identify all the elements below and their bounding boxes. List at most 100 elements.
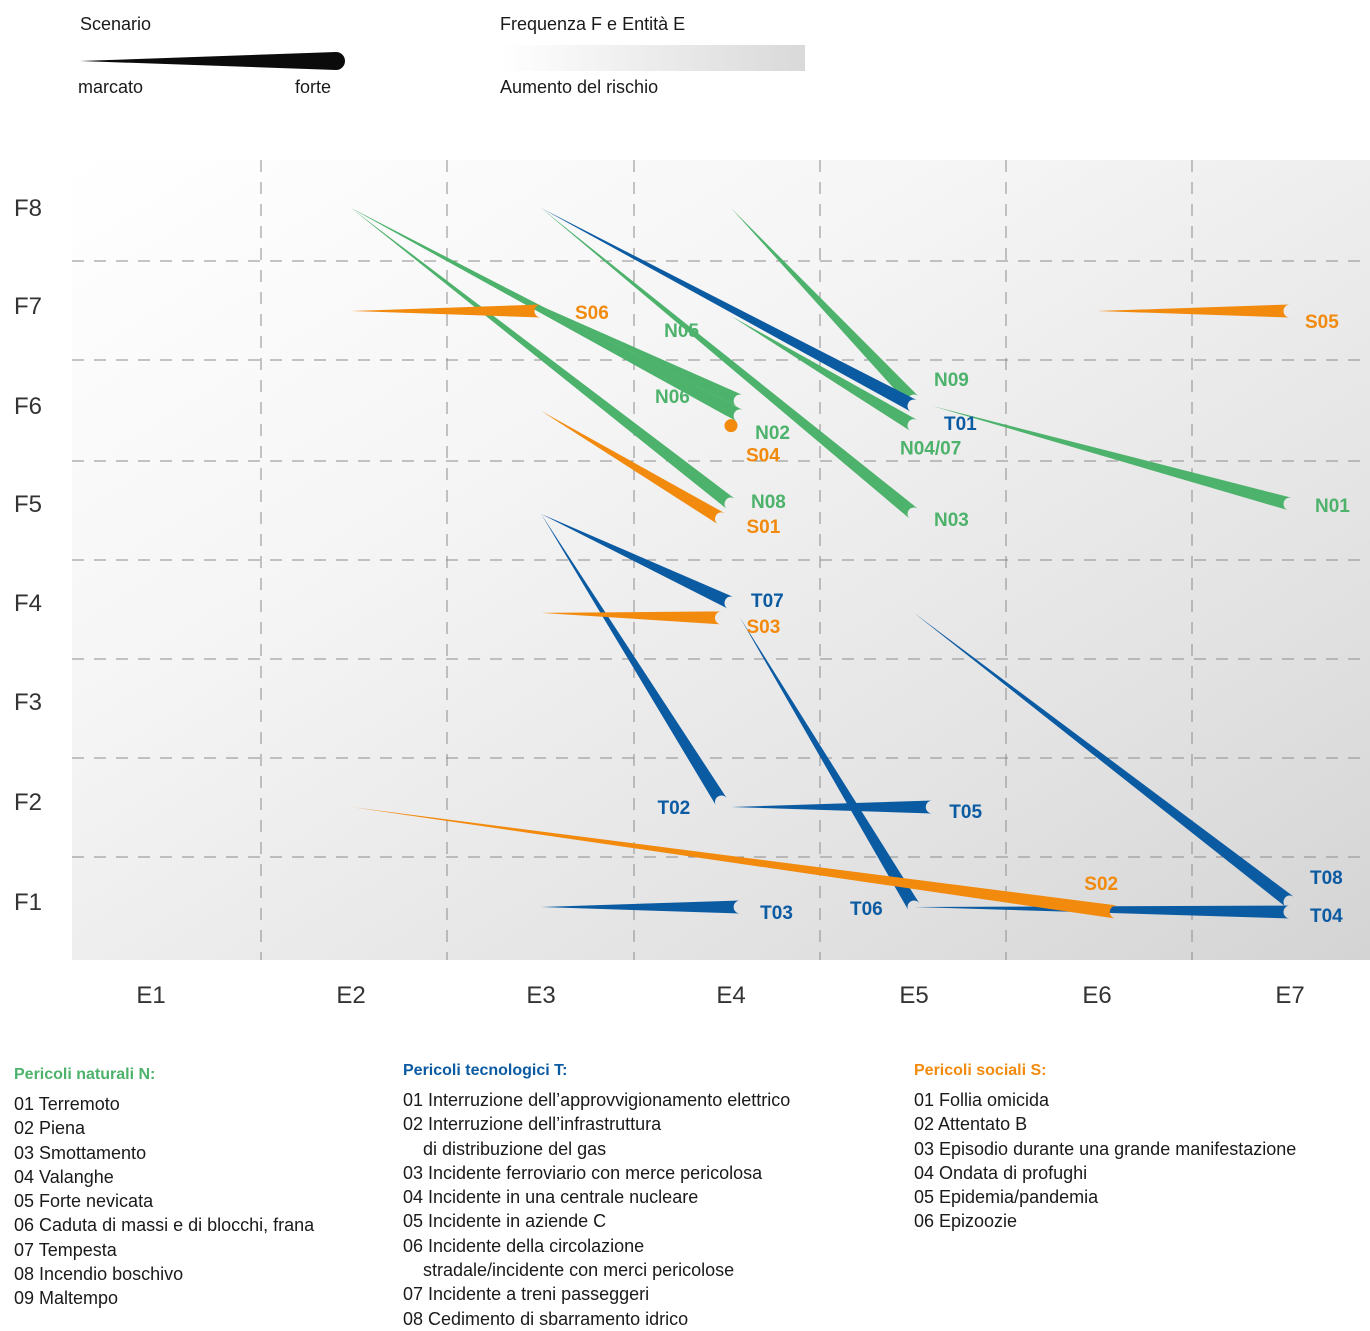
category-natural-list: 01 Terremoto 02 Piena 03 Smottamento 04 Val… bbox=[14, 1092, 394, 1311]
y-axis-labels: F1 F2 F3 F4 F5 F6 F7 F8 bbox=[14, 195, 42, 916]
category-social-item: 02 Attentato B bbox=[914, 1114, 1028, 1135]
series-t07 bbox=[541, 513, 734, 609]
series-label-n08: N08 bbox=[751, 492, 786, 513]
category-technological-item: 01 Interruzione dell’approvvigionamento … bbox=[403, 1090, 791, 1110]
y-tick-label: F4 bbox=[14, 590, 42, 617]
category-social-title: Pericoli sociali S: bbox=[914, 1062, 1047, 1079]
series-t03 bbox=[541, 900, 741, 914]
series-label-t03: T03 bbox=[760, 903, 793, 924]
series-n08 bbox=[351, 208, 735, 510]
series-t05 bbox=[731, 800, 933, 814]
category-technological-item: 05 Incidente in aziende C bbox=[403, 1211, 607, 1232]
series-label-s01: S01 bbox=[747, 517, 781, 538]
x-tick-label: E1 bbox=[136, 982, 165, 1009]
series-group bbox=[351, 208, 1294, 919]
series-label-n03: N03 bbox=[934, 510, 969, 531]
series-n04-07 bbox=[731, 316, 918, 432]
series-labels: N01 N02 N03 N04/07 N05 N06 N08 N09 T01 T02 T03 T04 T… bbox=[575, 303, 1350, 927]
x-tick-label: E5 bbox=[899, 982, 928, 1009]
y-tick-label: F5 bbox=[14, 491, 42, 518]
y-tick-label: F3 bbox=[14, 689, 42, 716]
x-axis-labels: E1 E2 E3 E4 E5 E6 E7 bbox=[136, 982, 1304, 1009]
legend-wedge-shape bbox=[80, 52, 345, 70]
category-natural-item: 03 Smottamento bbox=[14, 1142, 147, 1163]
x-tick-label: E2 bbox=[336, 982, 365, 1009]
series-label-t08: T08 bbox=[1310, 868, 1343, 889]
category-natural-item: 09 Maltempo bbox=[14, 1288, 119, 1309]
category-technological: Pericoli tecnologici T: 01 Interruzione … bbox=[403, 1062, 873, 1331]
series-label-t07: T07 bbox=[751, 591, 784, 612]
grid bbox=[72, 160, 1370, 960]
series-t06 bbox=[740, 617, 920, 911]
category-social: Pericoli sociali S: 01 Follia omicida 02 … bbox=[914, 1062, 1364, 1234]
series-t08 bbox=[914, 612, 1294, 908]
y-tick-label: F6 bbox=[14, 393, 42, 420]
series-label-s04: S04 bbox=[746, 446, 780, 467]
series-t01 bbox=[541, 208, 918, 412]
category-natural-item: 05 Forte nevicata bbox=[14, 1191, 154, 1212]
legend-scenario-wedge bbox=[80, 52, 345, 70]
category-natural-item: 04 Valanghe bbox=[14, 1166, 114, 1187]
category-social-item: 01 Follia omicida bbox=[914, 1090, 1050, 1110]
x-tick-label: E7 bbox=[1275, 982, 1304, 1009]
series-label-s03: S03 bbox=[747, 617, 781, 638]
legend-scenario-title: Scenario bbox=[80, 14, 152, 34]
series-label-s06: S06 bbox=[575, 303, 609, 324]
series-s01 bbox=[541, 410, 725, 525]
series-label-n04-07: N04/07 bbox=[900, 439, 961, 460]
category-social-list: 01 Follia omicida 02 Attentato B 03 Episod… bbox=[914, 1088, 1364, 1234]
legend-risk-title: Frequenza F e Entità E bbox=[500, 14, 686, 34]
series-label-t01: T01 bbox=[944, 414, 977, 435]
series-n09 bbox=[731, 208, 919, 406]
category-technological-title: Pericoli tecnologici T: bbox=[403, 1062, 568, 1079]
legend-scenario-low: marcato bbox=[78, 77, 144, 97]
risk-matrix-chart: F1 F2 F3 F4 F5 F6 F7 F8 E1 E2 E3 E4 E5 E6 E7 N01 N02 N0… bbox=[14, 160, 1370, 1009]
series-label-n05: N05 bbox=[664, 321, 699, 342]
category-technological-item: di distribuzione del gas bbox=[423, 1138, 607, 1159]
category-social-item: 05 Epidemia/pandemia bbox=[914, 1187, 1099, 1208]
category-social-item: 06 Epizoozie bbox=[914, 1211, 1018, 1232]
series-s05 bbox=[1097, 304, 1290, 318]
x-tick-label: E4 bbox=[716, 982, 745, 1009]
series-label-t04: T04 bbox=[1310, 906, 1343, 927]
series-s03 bbox=[541, 611, 722, 625]
series-n05 bbox=[541, 306, 743, 407]
y-tick-label: F2 bbox=[14, 789, 42, 816]
category-technological-item: 06 Incidente della circolazione bbox=[403, 1235, 645, 1256]
y-tick-label: F7 bbox=[14, 293, 42, 320]
series-s02 bbox=[351, 807, 1118, 919]
series-s04 bbox=[724, 419, 738, 433]
category-natural-item: 06 Caduta di massi e di blocchi, frana bbox=[14, 1215, 315, 1236]
category-technological-item: 07 Incidente a treni passeggeri bbox=[403, 1284, 650, 1305]
category-natural-item: 08 Incendio boschivo bbox=[14, 1264, 184, 1285]
series-n03 bbox=[541, 208, 919, 519]
category-technological-item: 04 Incidente in una centrale nucleare bbox=[403, 1187, 699, 1208]
series-label-s05: S05 bbox=[1305, 312, 1339, 333]
legend-scenario-high: forte bbox=[295, 77, 332, 97]
category-technological-list: 01 Interruzione dell’approvvigionamento … bbox=[403, 1088, 873, 1331]
legend-risk-sub: Aumento del rischio bbox=[500, 77, 659, 97]
legend-risk-gradient bbox=[500, 45, 805, 71]
series-label-t05: T05 bbox=[949, 802, 982, 823]
category-social-item: 04 Ondata di profughi bbox=[914, 1162, 1088, 1183]
x-tick-label: E3 bbox=[526, 982, 555, 1009]
series-label-n09: N09 bbox=[934, 370, 969, 391]
category-technological-item: stradale/incidente con merci pericolose bbox=[423, 1260, 735, 1281]
series-label-n02: N02 bbox=[755, 423, 790, 444]
category-natural: Pericoli naturali N: 01 Terremoto 02 Pien… bbox=[14, 1066, 394, 1311]
x-tick-label: E6 bbox=[1082, 982, 1111, 1009]
y-tick-label: F8 bbox=[14, 195, 42, 222]
category-natural-title: Pericoli naturali N: bbox=[14, 1066, 156, 1083]
y-tick-label: F1 bbox=[14, 889, 42, 916]
category-technological-item: 03 Incidente ferroviario con merce peric… bbox=[403, 1162, 763, 1183]
category-natural-item: 07 Tempesta bbox=[14, 1239, 117, 1260]
category-technological-item: 08 Cedimento di sbarramento idrico bbox=[403, 1308, 689, 1329]
series-label-t02: T02 bbox=[658, 798, 691, 819]
series-label-n01: N01 bbox=[1315, 496, 1350, 517]
series-label-t06: T06 bbox=[850, 899, 883, 920]
series-n01 bbox=[932, 406, 1292, 511]
series-t02 bbox=[541, 513, 728, 806]
category-social-item: 03 Episodio durante una grande manifesta… bbox=[914, 1138, 1297, 1159]
series-n06 bbox=[351, 208, 735, 417]
series-s06 bbox=[351, 304, 541, 318]
